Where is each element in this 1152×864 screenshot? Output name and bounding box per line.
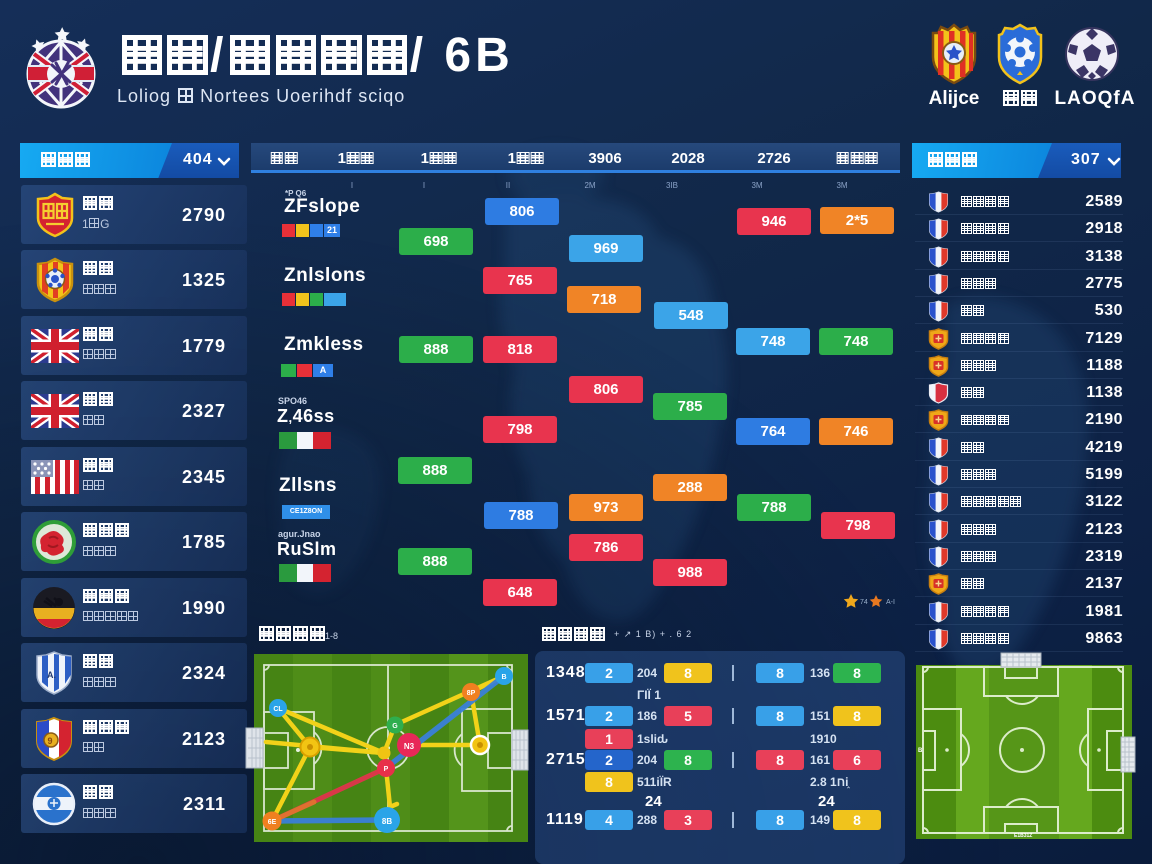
svg-text:A.: A. (47, 670, 56, 680)
svg-text:9: 9 (48, 736, 53, 746)
svg-text:8P: 8P (467, 690, 476, 697)
svg-text:B: B (501, 674, 506, 681)
svg-text:A-I: A-I (886, 599, 895, 606)
svg-text:B: B (918, 748, 923, 754)
svg-text:P: P (384, 766, 389, 773)
svg-text:E1B31Z: E1B31Z (1014, 833, 1032, 839)
svg-text:CL: CL (273, 706, 283, 713)
svg-text:6E: 6E (268, 819, 277, 826)
svg-text:8B: 8B (382, 817, 392, 826)
svg-text:G: G (392, 723, 398, 730)
svg-text:74: 74 (860, 599, 868, 606)
svg-text:N3: N3 (404, 742, 415, 751)
